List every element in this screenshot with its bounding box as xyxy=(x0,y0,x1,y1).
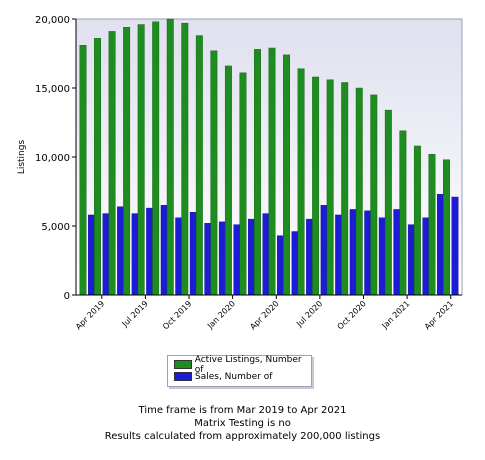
x-tick-label: Jul 2020 xyxy=(294,299,324,329)
x-tick-label: Jan 2020 xyxy=(205,299,237,331)
bar-sales-jan-2021 xyxy=(407,224,415,296)
legend-swatch-sales xyxy=(174,372,192,381)
footer-results: Results calculated from approximately 20… xyxy=(104,431,381,442)
bar-sales-dec-2020 xyxy=(393,209,401,296)
x-tick-label: Apr 2020 xyxy=(248,299,280,331)
bar-active-mar-2019 xyxy=(79,45,87,296)
legend: Active Listings, Number of Sales, Number… xyxy=(167,355,312,387)
bar-active-jun-2019 xyxy=(123,27,131,296)
bar-active-apr-2020 xyxy=(268,47,276,296)
bar-sales-sep-2019 xyxy=(175,217,183,296)
bar-active-aug-2020 xyxy=(326,79,334,296)
x-tick-label: Oct 2020 xyxy=(336,299,368,331)
bar-sales-sep-2020 xyxy=(349,209,357,296)
bar-active-apr-2019 xyxy=(94,38,102,296)
bar-sales-may-2019 xyxy=(117,206,125,296)
bar-sales-aug-2019 xyxy=(160,205,168,296)
bar-sales-oct-2020 xyxy=(364,210,372,296)
legend-label-sales: Sales, Number of xyxy=(195,371,273,382)
bar-sales-jul-2020 xyxy=(320,205,328,296)
bar-sales-apr-2020 xyxy=(277,235,284,296)
bar-active-aug-2019 xyxy=(152,21,160,296)
footer-matrix-testing: Matrix Testing is no xyxy=(194,418,291,429)
footer-notes: Time frame is from Mar 2019 to Apr 2021 … xyxy=(0,404,485,443)
bar-sales-nov-2019 xyxy=(204,223,212,296)
bar-active-may-2019 xyxy=(108,31,116,296)
legend-swatch-active xyxy=(174,360,192,369)
bar-active-dec-2019 xyxy=(210,50,218,296)
legend-label-active: Active Listings, Number of xyxy=(194,354,302,375)
y-tick-label: 15,000 xyxy=(35,84,70,95)
bar-active-feb-2021 xyxy=(413,145,421,296)
bar-active-jun-2020 xyxy=(297,68,305,296)
bar-sales-mar-2021 xyxy=(436,194,444,296)
x-tick-label: Apr 2019 xyxy=(74,299,106,331)
bar-active-jan-2020 xyxy=(224,65,232,296)
bar-active-jan-2021 xyxy=(399,130,407,296)
bar-sales-jul-2019 xyxy=(146,207,154,296)
y-axis-label: Listings xyxy=(17,140,27,175)
bar-sales-mar-2020 xyxy=(262,213,270,296)
bar-active-mar-2020 xyxy=(254,49,261,296)
bar-active-oct-2019 xyxy=(181,22,189,296)
bar-sales-apr-2019 xyxy=(102,213,110,296)
y-tick-label: 0 xyxy=(64,291,70,302)
bar-active-mar-2021 xyxy=(428,154,436,296)
y-tick-label: 20,000 xyxy=(35,15,70,26)
bar-active-dec-2020 xyxy=(384,109,392,296)
bar-sales-may-2020 xyxy=(291,231,299,296)
bar-sales-dec-2019 xyxy=(218,221,226,296)
bar-sales-aug-2020 xyxy=(335,214,343,296)
bar-sales-apr-2021 xyxy=(451,196,459,296)
bar-active-nov-2020 xyxy=(370,94,378,296)
bar-sales-nov-2020 xyxy=(378,217,386,296)
x-tick-label: Jan 2021 xyxy=(380,299,412,331)
bar-sales-jun-2020 xyxy=(306,218,314,296)
legend-item-active: Active Listings, Number of xyxy=(174,355,311,375)
bar-active-may-2020 xyxy=(283,54,291,296)
y-tick-label: 10,000 xyxy=(35,153,70,164)
bar-active-sep-2020 xyxy=(341,82,349,296)
bar-active-sep-2019 xyxy=(166,18,174,296)
x-tick-label: Oct 2019 xyxy=(161,299,193,331)
y-tick-label: 5,000 xyxy=(41,222,70,233)
bar-chart: 0 5,000 10,000 15,000 20,000 Apr 2019 Jul 2019… xyxy=(17,15,463,331)
bar-sales-jun-2019 xyxy=(131,213,139,296)
bar-active-apr-2021 xyxy=(443,159,450,296)
bar-sales-feb-2021 xyxy=(422,217,430,296)
x-tick-label: Apr 2021 xyxy=(423,299,455,331)
bar-sales-feb-2020 xyxy=(247,218,255,296)
bar-active-nov-2019 xyxy=(195,35,203,296)
bar-active-feb-2020 xyxy=(239,72,247,296)
bar-sales-mar-2019 xyxy=(88,214,95,296)
bar-active-jul-2019 xyxy=(137,24,145,296)
legend-item-sales: Sales, Number of xyxy=(174,371,272,382)
bar-sales-jan-2020 xyxy=(233,224,241,296)
x-tick-label: Jul 2019 xyxy=(120,299,150,329)
footer-timeframe: Time frame is from Mar 2019 to Apr 2021 xyxy=(138,405,347,416)
bar-sales-oct-2019 xyxy=(189,211,197,296)
bar-active-jul-2020 xyxy=(312,76,320,296)
bar-active-oct-2020 xyxy=(355,87,363,296)
